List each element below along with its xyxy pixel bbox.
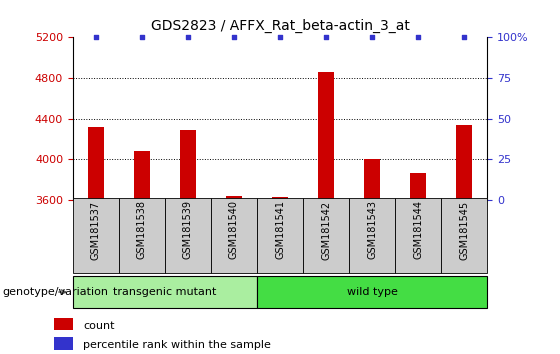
Point: [184, 34, 193, 40]
Text: GSM181543: GSM181543: [367, 200, 377, 259]
Point: [414, 34, 423, 40]
Point: [91, 34, 100, 40]
Bar: [54, 337, 73, 350]
Bar: [318, 72, 334, 200]
Point: [276, 34, 284, 40]
Text: percentile rank within the sample: percentile rank within the sample: [83, 340, 270, 350]
Text: GSM181540: GSM181540: [229, 200, 239, 259]
Bar: [73, 276, 257, 308]
Text: wild type: wild type: [347, 287, 398, 297]
Bar: [119, 198, 165, 273]
Bar: [410, 172, 426, 200]
Bar: [226, 196, 242, 200]
Point: [367, 34, 376, 40]
Bar: [349, 198, 395, 273]
Text: transgenic mutant: transgenic mutant: [113, 287, 217, 297]
Bar: [257, 276, 487, 308]
Text: GSM181538: GSM181538: [137, 200, 147, 259]
Bar: [364, 159, 380, 200]
Text: GSM181541: GSM181541: [275, 200, 285, 259]
Bar: [180, 130, 196, 200]
Bar: [134, 151, 150, 200]
Bar: [88, 127, 104, 200]
Bar: [54, 318, 73, 330]
Bar: [211, 198, 257, 273]
Bar: [272, 198, 288, 200]
Text: GSM181544: GSM181544: [413, 200, 423, 259]
Title: GDS2823 / AFFX_Rat_beta-actin_3_at: GDS2823 / AFFX_Rat_beta-actin_3_at: [151, 19, 409, 33]
Bar: [165, 198, 211, 273]
Bar: [257, 198, 303, 273]
Bar: [395, 198, 441, 273]
Point: [460, 34, 469, 40]
Point: [321, 34, 330, 40]
Bar: [73, 198, 119, 273]
Bar: [303, 198, 349, 273]
Point: [230, 34, 239, 40]
Point: [137, 34, 146, 40]
Bar: [441, 198, 487, 273]
Text: GSM181539: GSM181539: [183, 200, 193, 259]
Text: GSM181537: GSM181537: [91, 200, 101, 259]
Bar: [456, 125, 472, 200]
Text: GSM181542: GSM181542: [321, 200, 331, 259]
Text: count: count: [83, 321, 114, 331]
Text: genotype/variation: genotype/variation: [3, 287, 109, 297]
Text: GSM181545: GSM181545: [459, 200, 469, 259]
